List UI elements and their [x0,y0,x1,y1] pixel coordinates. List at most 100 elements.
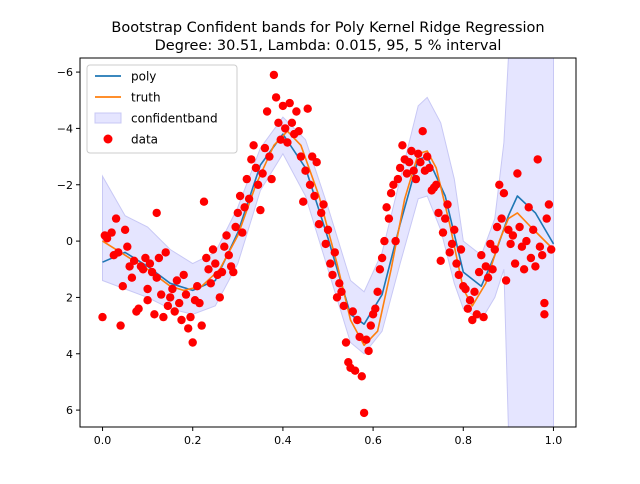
data-point [265,152,274,161]
data-point [123,242,132,251]
data-point [350,366,360,375]
data-point [544,200,554,209]
data-point [371,304,380,313]
data-point [193,282,202,291]
data-point [384,214,394,223]
data-point [391,236,400,246]
data-point [129,256,139,265]
x-tick-label: 0.8 [455,434,473,447]
data-point [382,203,391,212]
legend-truth-label: truth [131,91,161,105]
data-point [166,293,175,302]
data-point [486,239,495,249]
data-point [375,265,385,274]
data-point [141,253,150,263]
data-point [443,200,452,209]
data-point [526,253,536,263]
data-point [285,98,294,108]
data-point [479,312,488,322]
data-point [321,239,330,249]
data-point [170,307,179,316]
data-point [256,205,265,215]
data-point [143,296,152,305]
data-point [348,307,357,316]
legend-band-label: confidentband [131,112,218,126]
data-point [211,259,220,268]
data-point [152,208,161,218]
chart-title: Bootstrap Confident bands for Poly Kerne… [111,20,544,36]
data-point [229,267,238,277]
legend-data-swatch [103,134,113,144]
data-point [233,208,242,218]
data-point [497,214,506,223]
data-point [513,169,522,178]
legend: poly truth confidentband data [86,64,238,154]
data-point [380,236,389,246]
data-point [163,301,173,311]
data-point [470,287,479,296]
data-point [323,225,333,234]
plot-area [98,58,556,427]
data-point [206,279,215,288]
data-point [395,163,405,173]
data-point [402,169,412,178]
data-point [118,282,128,291]
data-point [319,200,328,209]
data-point [179,270,188,280]
data-point [441,214,450,223]
data-point [222,231,231,240]
data-point [204,265,213,274]
data-point [177,315,186,325]
data-point [432,180,441,189]
data-point [251,163,261,173]
data-point [456,245,466,254]
data-point [481,262,490,271]
data-point [377,253,387,263]
legend-band-swatch [94,112,122,124]
data-point [98,312,107,322]
data-point [416,158,425,167]
data-point [529,225,538,234]
legend-poly-label: poly [131,70,156,84]
data-point [495,180,504,189]
data-point [281,124,290,133]
data-point [436,256,445,265]
data-point [492,222,502,232]
data-point [341,338,351,347]
y-tick-label: −4 [57,122,73,135]
data-point [531,262,540,271]
data-point [477,251,486,260]
data-point [215,293,224,302]
data-point [283,138,292,147]
data-point [276,135,285,144]
data-point [269,70,279,80]
data-point [231,222,240,232]
data-point [116,321,125,330]
data-point [296,152,306,161]
data-point [533,155,542,164]
data-point [339,301,348,311]
data-point [247,155,256,164]
data-point [271,93,281,102]
data-point [208,245,218,254]
data-point [197,321,206,330]
data-point [258,169,267,178]
data-point [447,239,457,249]
data-point [308,152,317,161]
data-point [184,324,193,333]
data-point [188,338,197,347]
data-point [274,118,283,128]
data-point [515,222,524,232]
data-point [445,248,454,257]
data-point [102,234,112,243]
data-point [278,101,288,111]
data-point [317,208,326,218]
data-point [452,259,461,268]
x-axis: 0.0 0.2 0.4 0.6 0.8 1.0 [94,427,562,447]
legend-data-label: data [131,133,158,147]
data-point [238,228,247,237]
data-point [145,259,155,268]
data-point [490,245,499,254]
data-point [483,273,493,282]
